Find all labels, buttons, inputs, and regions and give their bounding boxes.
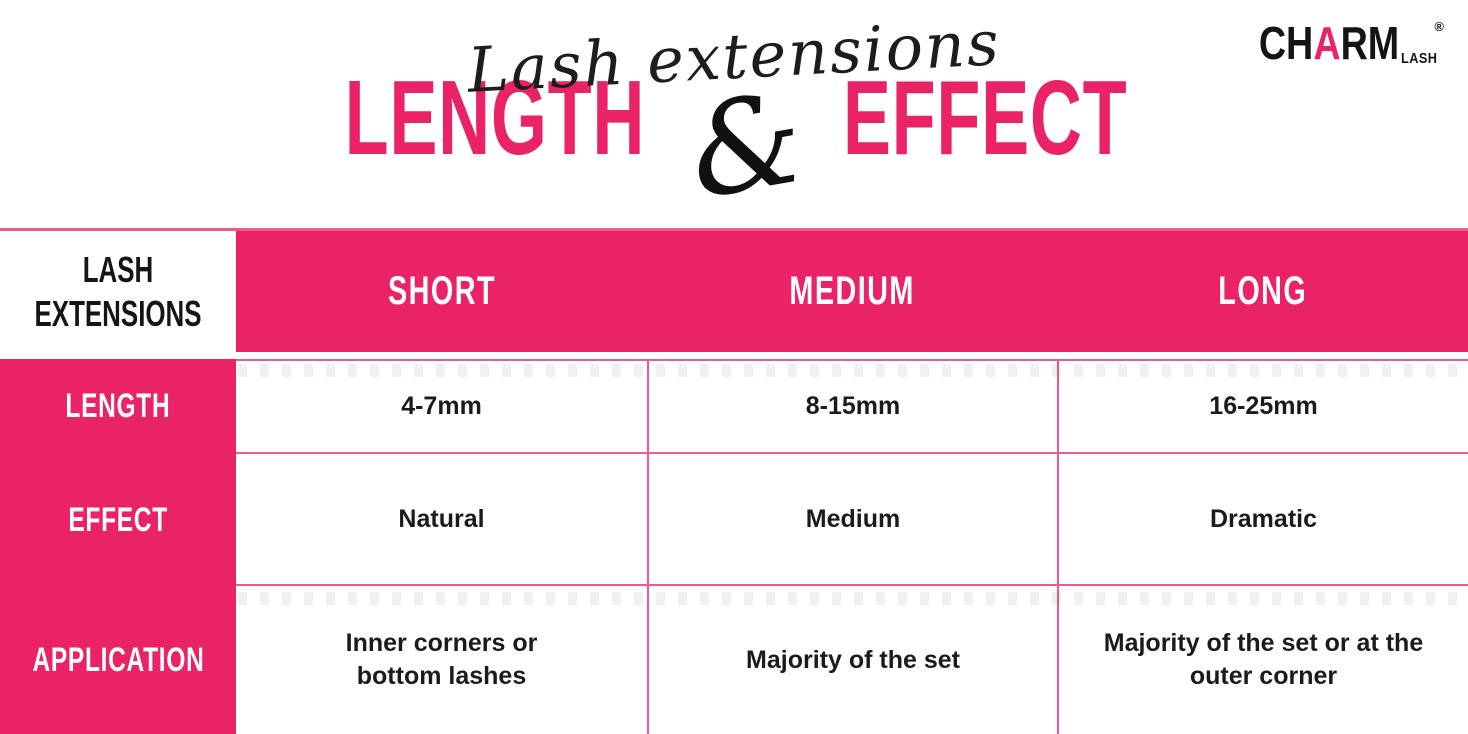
title-block: Lash extensions LENGTH & EFFECT <box>0 6 1468 227</box>
charmlash-logo: CHARM ® LASH <box>1228 20 1444 66</box>
column-header-long: LONG <box>1057 231 1468 352</box>
table-body: LENGTH 4-7mm 8-15mm 16-25mm EFFECT Natur… <box>0 359 1468 734</box>
cell-application-long: Majority of the set or at the outer corn… <box>1057 586 1468 734</box>
corner-header-line1: LASH <box>82 249 154 291</box>
cell-effect-short: Natural <box>236 454 647 586</box>
logo-wordmark: CHARM <box>1259 20 1399 66</box>
logo-suffix: RM <box>1340 17 1400 69</box>
corner-header-cell: LASH EXTENSIONS <box>0 231 236 352</box>
table-header-row: LASH EXTENSIONS SHORT MEDIUM LONG <box>0 228 1468 352</box>
page-title: LENGTH & EFFECT <box>0 59 1468 227</box>
cell-effect-long: Dramatic <box>1057 454 1468 586</box>
hero-header: Lash extensions LENGTH & EFFECT CHARM ® … <box>0 0 1468 228</box>
logo-prefix: CH <box>1258 17 1314 69</box>
cell-length-medium: 8-15mm <box>647 359 1057 454</box>
column-header-short: SHORT <box>236 231 647 352</box>
lash-extensions-table: LASH EXTENSIONS SHORT MEDIUM LONG LENGTH… <box>0 228 1468 734</box>
cell-effect-medium: Medium <box>647 454 1057 586</box>
cell-length-long: 16-25mm <box>1057 359 1468 454</box>
title-word-length: LENGTH <box>344 59 646 178</box>
cell-length-short: 4-7mm <box>236 359 647 454</box>
cell-application-medium: Majority of the set <box>647 586 1057 734</box>
row-header-length: LENGTH <box>0 359 236 454</box>
logo-accent-letter: A <box>1313 17 1341 69</box>
logo-subtext: LASH <box>1401 50 1438 67</box>
title-word-effect: EFFECT <box>842 59 1128 178</box>
registered-trademark-icon: ® <box>1434 19 1444 34</box>
row-header-effect: EFFECT <box>0 454 236 586</box>
logo-side: ® LASH <box>1401 20 1444 66</box>
row-header-application: APPLICATION <box>0 586 236 734</box>
ampersand-script: & <box>677 63 814 228</box>
column-header-medium: MEDIUM <box>647 231 1057 352</box>
corner-header-line2: EXTENSIONS <box>34 292 202 334</box>
cell-application-short: Inner corners or bottom lashes <box>236 586 647 734</box>
